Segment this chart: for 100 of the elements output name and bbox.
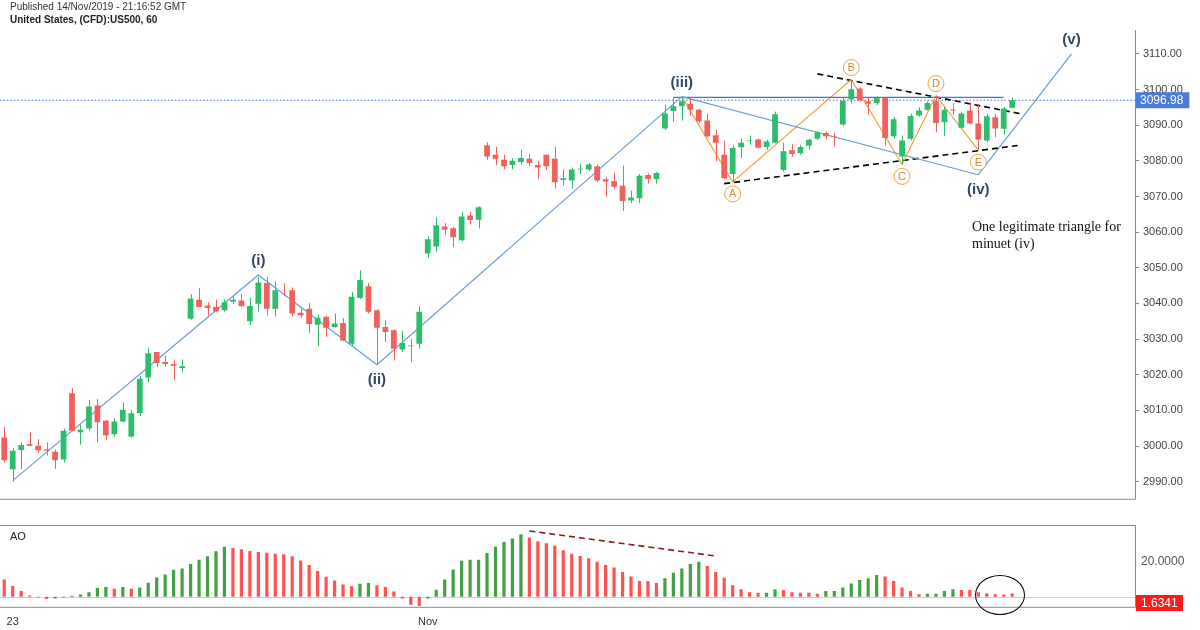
candlestick — [111, 417, 118, 437]
bar — [273, 553, 277, 597]
data-label: (ii) — [367, 369, 387, 387]
bar — [299, 560, 303, 597]
candlestick — [568, 167, 575, 190]
bar — [976, 592, 980, 597]
candlestick — [687, 96, 694, 117]
candlestick — [662, 104, 668, 131]
bar — [773, 589, 777, 597]
candlestick — [704, 112, 711, 138]
bar — [375, 585, 379, 597]
bar — [849, 583, 853, 597]
candlestick — [306, 302, 313, 334]
bar — [790, 592, 794, 597]
data-label: C — [898, 169, 907, 182]
bar — [239, 549, 244, 597]
bar — [349, 586, 354, 597]
bar — [307, 564, 311, 597]
x-tick-label: Nov — [417, 615, 439, 628]
bar — [510, 538, 515, 597]
bar — [841, 587, 845, 597]
bar — [265, 552, 269, 597]
text: 20.0000 — [1141, 554, 1185, 568]
bar — [663, 578, 667, 597]
data-label: A — [729, 187, 737, 200]
bar — [705, 566, 709, 597]
bar — [138, 587, 142, 597]
bar — [900, 587, 904, 597]
y-tick-label: 3020.00 — [1143, 367, 1183, 380]
bar — [180, 568, 184, 597]
bar — [875, 575, 879, 597]
bar — [858, 579, 862, 597]
bar — [680, 568, 684, 597]
bar — [646, 580, 650, 597]
bar — [451, 569, 455, 597]
data-label: (iii) — [670, 72, 694, 90]
bar — [392, 591, 396, 597]
bar — [536, 541, 540, 597]
candlestick — [246, 296, 253, 326]
bar — [341, 584, 345, 597]
y-tick-label: 3030.00 — [1143, 332, 1183, 345]
candlestick — [179, 358, 185, 374]
bar — [155, 577, 159, 597]
bar — [908, 591, 913, 597]
candlestick — [128, 409, 135, 438]
bar — [383, 587, 387, 597]
bar — [866, 578, 870, 597]
candlestick — [9, 447, 16, 483]
bar — [756, 592, 760, 597]
bar — [146, 582, 150, 597]
bar — [620, 571, 625, 597]
bar — [188, 563, 193, 597]
candlestick — [899, 135, 905, 165]
data-label: E — [974, 155, 982, 168]
chart-title: United States, (CFD):US500, 60 — [10, 14, 158, 25]
bar — [205, 556, 210, 597]
candlestick — [119, 402, 126, 423]
data-label: (i) — [251, 251, 266, 269]
y-tick-label: 3000.00 — [1143, 439, 1183, 452]
candlestick — [458, 211, 465, 242]
bar — [815, 593, 819, 597]
text: 1.6341 — [1136, 595, 1183, 611]
y-tick-label: 3050.00 — [1143, 260, 1183, 273]
bar — [519, 534, 523, 597]
bar — [595, 561, 599, 597]
bar — [417, 596, 421, 606]
bar — [731, 585, 735, 597]
bar — [781, 590, 786, 597]
candlestick — [831, 132, 838, 147]
bar — [917, 594, 921, 597]
bar — [748, 592, 752, 597]
bar — [587, 558, 591, 597]
y-tick-label: 3110.00 — [1143, 46, 1182, 59]
candlestick — [475, 205, 482, 230]
bar — [714, 571, 718, 597]
bar — [578, 555, 582, 597]
bar — [722, 577, 726, 597]
y-tick-label: 3100.00 — [1143, 82, 1183, 95]
bar — [612, 567, 616, 597]
chart-title: AO — [10, 530, 26, 542]
candlestick — [602, 176, 609, 197]
candlestick — [450, 226, 457, 248]
bar — [697, 561, 701, 597]
bar — [324, 576, 328, 597]
bar — [163, 574, 167, 597]
y-tick-label: 3010.00 — [1143, 403, 1183, 416]
bar — [739, 589, 743, 597]
bar — [11, 586, 15, 597]
bar — [366, 583, 371, 597]
text: Published 14/Nov/2019 - 21:16:52 GMT — [10, 1, 187, 12]
bar — [502, 541, 506, 597]
bar — [434, 589, 438, 597]
candlestick — [52, 449, 58, 470]
bar — [358, 583, 362, 597]
bar — [807, 592, 811, 597]
data-label: (v) — [1062, 30, 1081, 48]
bar — [637, 580, 642, 597]
candlestick — [1000, 106, 1007, 135]
bar — [282, 554, 286, 597]
bar — [934, 593, 938, 597]
